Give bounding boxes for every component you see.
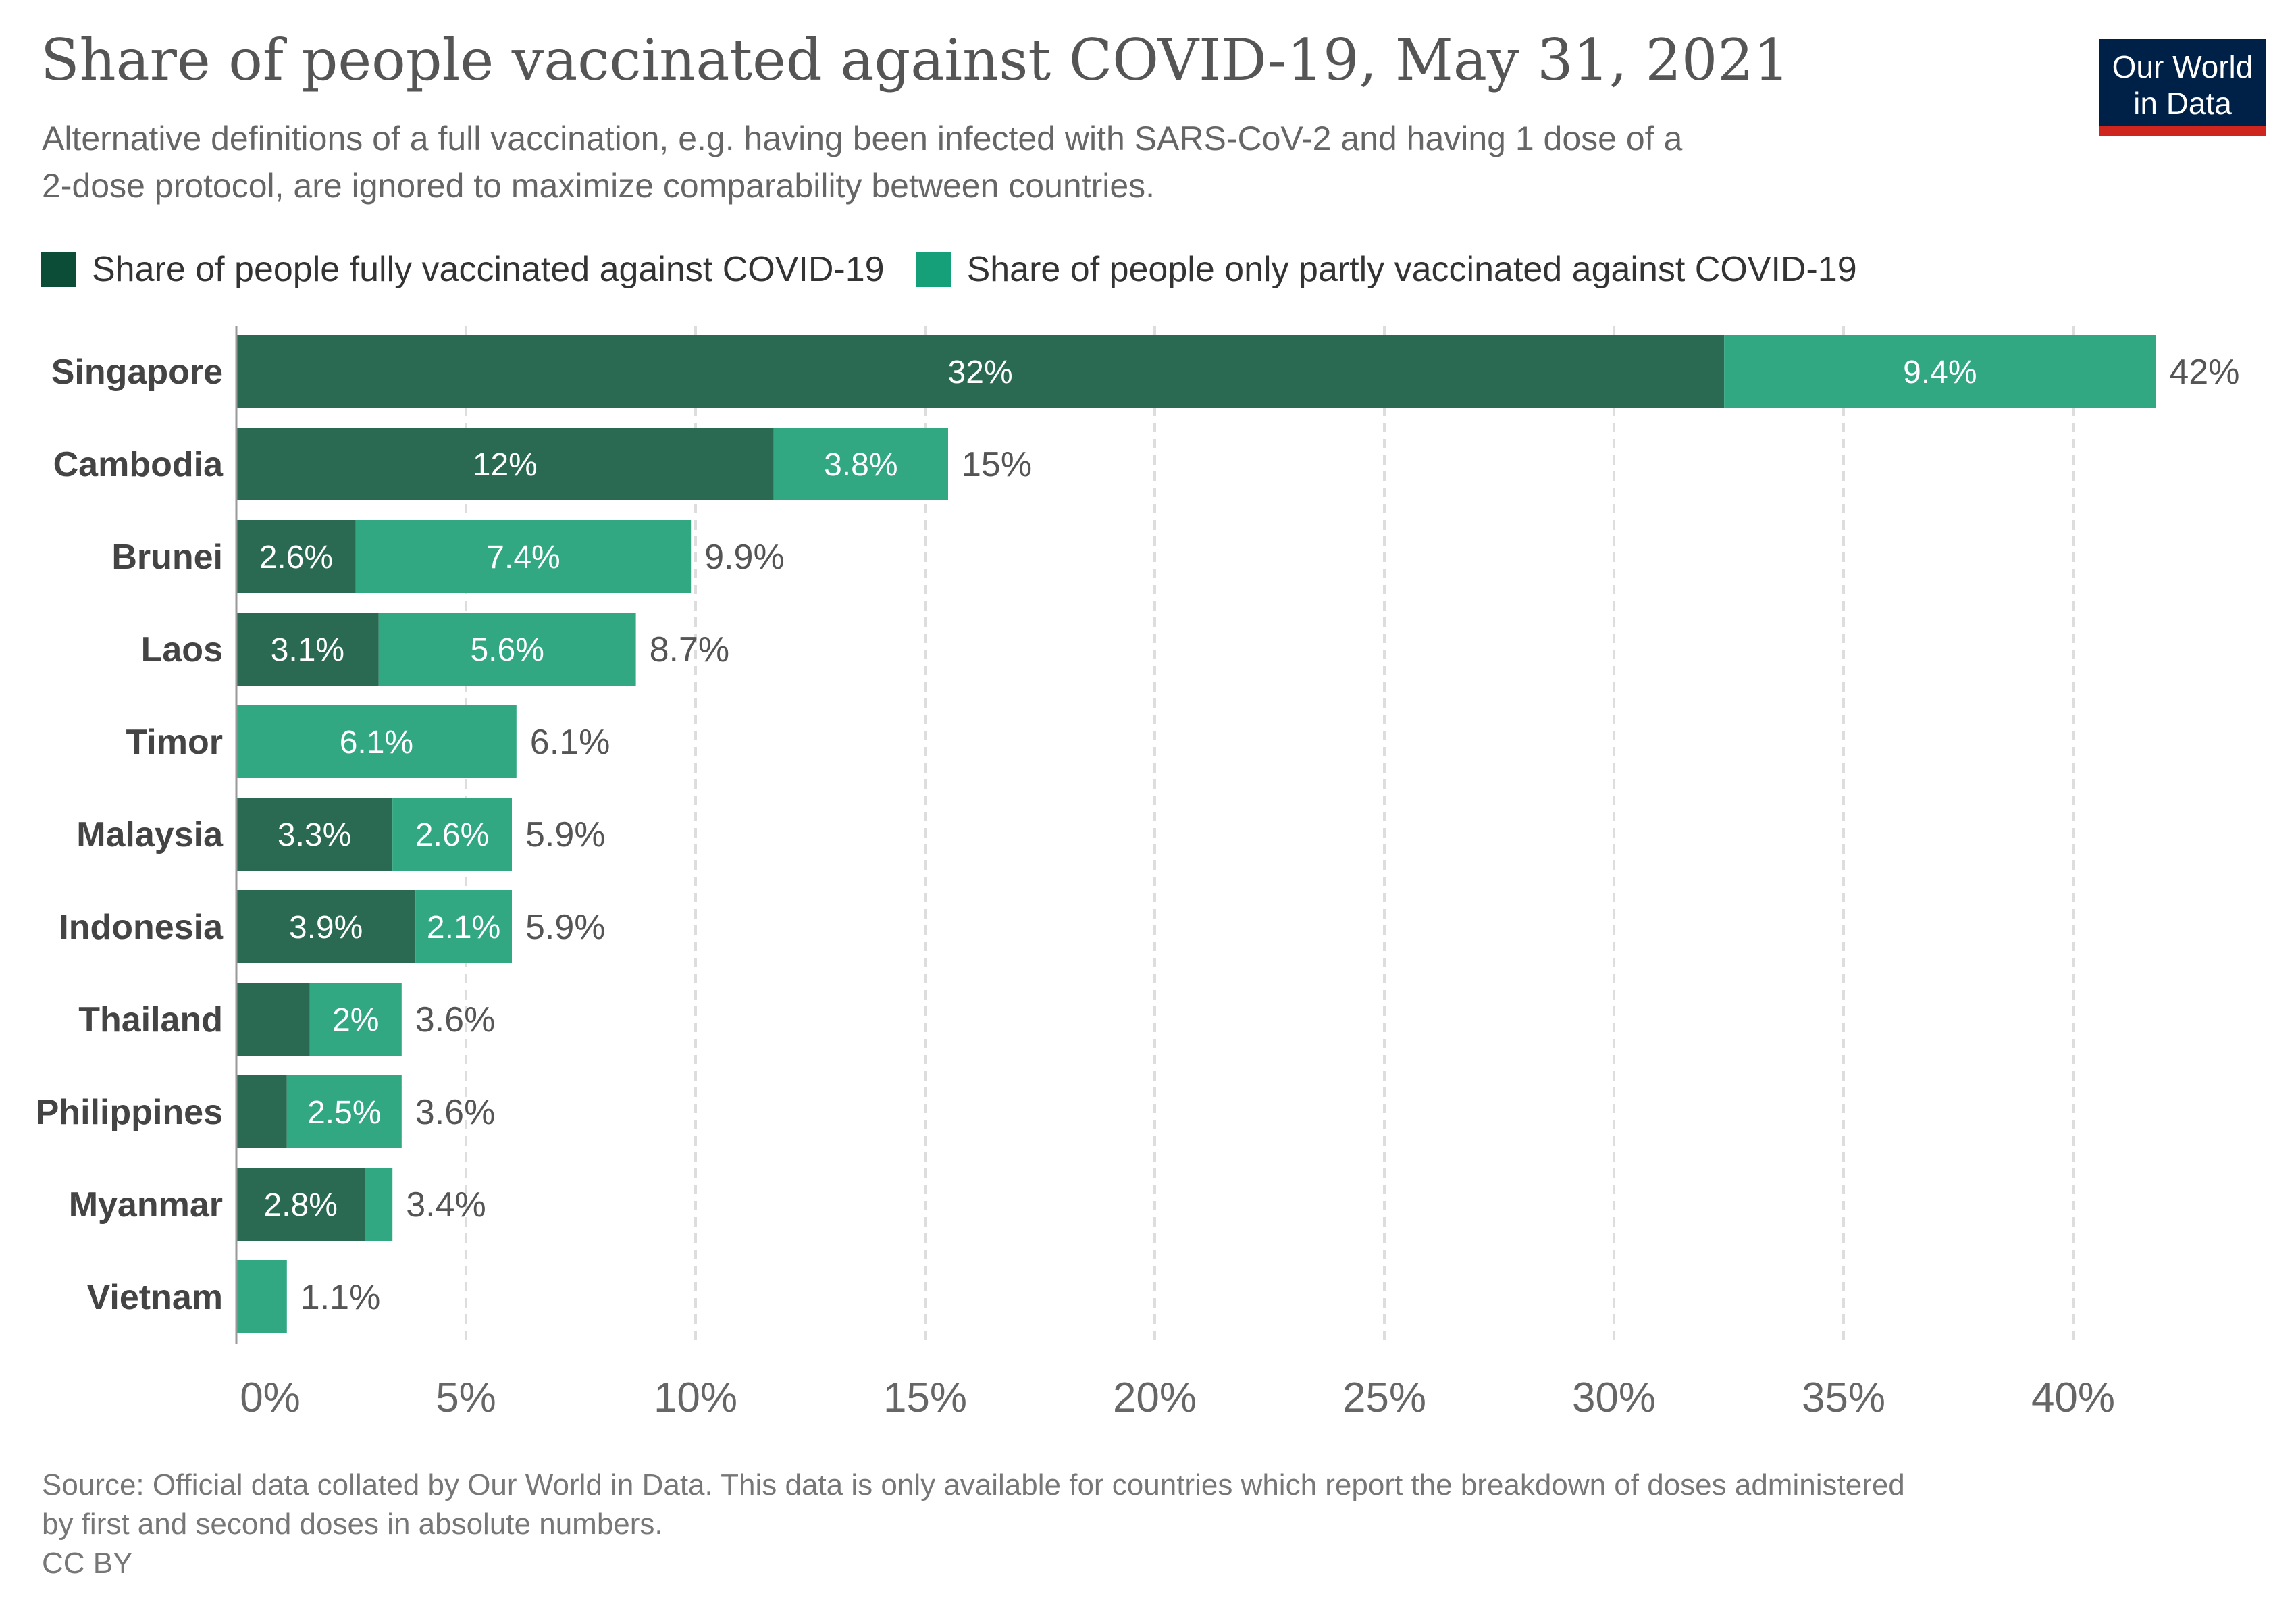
chart-subtitle: Alternative definitions of a full vaccin… xyxy=(42,115,2000,209)
bar-value-label-fully: 3.3% xyxy=(278,817,351,853)
category-label: Cambodia xyxy=(53,445,224,484)
category-label: Vietnam xyxy=(87,1278,223,1317)
bar-fully[interactable] xyxy=(236,1168,365,1241)
bar-total-label: 1.1% xyxy=(301,1278,381,1317)
bar-fully[interactable] xyxy=(236,798,393,871)
legend-label-partly: Share of people only partly vaccinated a… xyxy=(966,250,1857,289)
bar-partly[interactable] xyxy=(236,705,517,778)
bar-total-label: 5.9% xyxy=(525,908,606,947)
category-label: Myanmar xyxy=(69,1185,223,1225)
bar-value-label-fully: 12% xyxy=(473,447,538,483)
category-label: Singapore xyxy=(51,353,223,392)
chart-footer: Source: Official data collated by Our Wo… xyxy=(42,1466,2270,1583)
bar-partly[interactable] xyxy=(415,890,512,963)
category-label: Indonesia xyxy=(59,908,224,947)
bar-total-label: 42% xyxy=(2169,353,2239,392)
bar-total-label: 3.6% xyxy=(415,1000,496,1039)
x-tick-label: 30% xyxy=(1572,1374,1656,1421)
chart-legend: Share of people fully vaccinated against… xyxy=(41,246,1888,293)
bar-total-label: 8.7% xyxy=(650,630,730,669)
subtitle-line-1: Alternative definitions of a full vaccin… xyxy=(42,120,1683,157)
bar-partly[interactable] xyxy=(309,983,402,1056)
bar-partly[interactable] xyxy=(286,1075,402,1148)
bar-value-label-partly: 9.4% xyxy=(1903,355,1977,390)
x-tick-label: 35% xyxy=(1802,1374,1885,1421)
license-text: CC BY xyxy=(42,1547,133,1580)
x-tick-label: 0% xyxy=(240,1374,301,1421)
bar-value-label-fully: 2.6% xyxy=(259,540,333,575)
category-label: Laos xyxy=(141,630,223,669)
bar-chart: 0% 5% 10% 15% 20% 25% 30% 35% 40% Singapore 32% 9.4… xyxy=(36,326,2239,1421)
x-tick-label: 10% xyxy=(654,1374,737,1421)
x-tick-label: 5% xyxy=(436,1374,496,1421)
bar-total-label: 15% xyxy=(962,445,1032,484)
bar-value-label-partly: 2.1% xyxy=(427,910,500,946)
logo-line-1: Our World xyxy=(2112,49,2253,84)
owid-logo[interactable]: Our World in Data xyxy=(2099,39,2266,136)
legend-item-fully[interactable]: Share of people fully vaccinated against… xyxy=(41,249,885,290)
bar-value-label-partly: 7.4% xyxy=(486,540,560,575)
legend-label-fully: Share of people fully vaccinated against… xyxy=(92,250,885,289)
bar-total-label: 3.4% xyxy=(406,1185,486,1225)
bar-partly[interactable] xyxy=(1724,335,2156,408)
bar-partly[interactable] xyxy=(773,428,948,500)
bar-fully[interactable] xyxy=(236,520,356,593)
bar-value-label-partly: 3.8% xyxy=(824,447,897,483)
bar-total-label: 3.6% xyxy=(415,1093,496,1132)
bar-value-label-partly: 2.6% xyxy=(415,817,489,853)
category-label: Timor xyxy=(126,723,223,762)
chart-title: Share of people vaccinated against COVID… xyxy=(41,27,1790,93)
bar-partly[interactable] xyxy=(236,1260,287,1333)
bar-value-label-partly: 6.1% xyxy=(340,725,413,761)
x-tick-label: 15% xyxy=(883,1374,967,1421)
bar-fully[interactable] xyxy=(236,1075,287,1148)
bar-partly[interactable] xyxy=(392,798,512,871)
bar-value-label-partly: 5.6% xyxy=(470,632,544,668)
category-label: Thailand xyxy=(78,1000,223,1039)
legend-swatch-partly xyxy=(915,252,951,287)
category-label: Malaysia xyxy=(76,815,224,854)
bar-fully[interactable] xyxy=(236,335,1725,408)
source-line-2: by first and second doses in absolute nu… xyxy=(42,1508,663,1541)
legend-item-partly[interactable]: Share of people only partly vaccinated a… xyxy=(915,249,1857,290)
x-tick-label: 40% xyxy=(2031,1374,2115,1421)
category-label: Brunei xyxy=(111,538,223,577)
bar-value-label-partly: 2.5% xyxy=(307,1095,381,1131)
bar-total-label: 9.9% xyxy=(704,538,785,577)
bar-fully[interactable] xyxy=(236,983,310,1056)
logo-line-2: in Data xyxy=(2133,86,2232,121)
bar-value-label-partly: 2% xyxy=(332,1002,379,1038)
bar-fully[interactable] xyxy=(236,890,416,963)
bar-value-label-fully: 2.8% xyxy=(263,1187,337,1223)
bar-partly[interactable] xyxy=(355,520,692,593)
subtitle-line-2: 2-dose protocol, are ignored to maximize… xyxy=(42,167,1155,205)
legend-swatch-fully xyxy=(41,252,76,287)
bar-total-label: 5.9% xyxy=(525,815,606,854)
bar-value-label-fully: 3.1% xyxy=(271,632,344,668)
x-tick-label: 25% xyxy=(1342,1374,1426,1421)
category-label: Philippines xyxy=(36,1093,223,1132)
bar-value-label-fully: 3.9% xyxy=(289,910,363,946)
bar-value-label-fully: 32% xyxy=(948,355,1013,390)
bar-partly[interactable] xyxy=(365,1168,393,1241)
bar-partly[interactable] xyxy=(378,613,636,686)
bar-fully[interactable] xyxy=(236,428,774,500)
source-line-1: Source: Official data collated by Our Wo… xyxy=(42,1468,1905,1501)
bar-fully[interactable] xyxy=(236,613,379,686)
x-tick-label: 20% xyxy=(1113,1374,1197,1421)
bar-total-label: 6.1% xyxy=(530,723,610,762)
